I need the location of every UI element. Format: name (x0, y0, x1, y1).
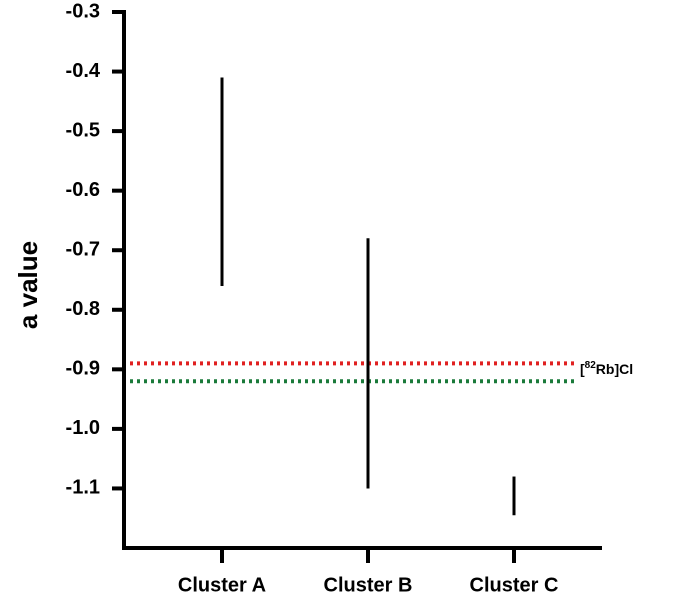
x-tick-label: Cluster B (324, 574, 413, 596)
reference-label: [82Rb]Cl (580, 360, 633, 377)
y-axis-title: a value (13, 241, 43, 329)
x-tick-label: Cluster C (470, 574, 559, 596)
x-tick-label: Cluster A (178, 574, 266, 596)
reference-label-superscript: 82 (585, 360, 597, 371)
y-tick-label: -0.3 (66, 0, 100, 22)
y-tick-label: -0.4 (66, 60, 101, 82)
y-tick-label: -1.0 (66, 417, 100, 439)
y-tick-label: -0.6 (66, 179, 100, 201)
y-tick-label: -0.9 (66, 358, 100, 380)
reference-label-part: [ (580, 361, 585, 377)
y-tick-label: -0.8 (66, 298, 100, 320)
y-tick-label: -0.5 (66, 119, 100, 141)
y-tick-label: -0.7 (66, 239, 100, 261)
reference-label-part: Rb]Cl (596, 361, 633, 377)
y-tick-label: -1.1 (66, 477, 100, 499)
